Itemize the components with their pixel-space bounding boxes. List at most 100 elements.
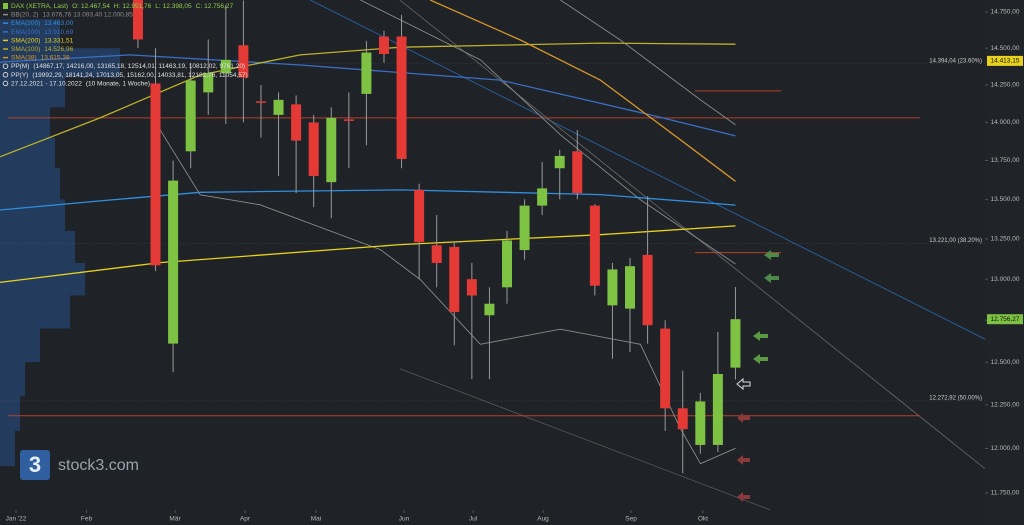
legend-text: 12.467,54 xyxy=(81,3,110,10)
price-label-box xyxy=(987,55,1023,66)
volume-profile-bar xyxy=(0,107,50,138)
candle-body xyxy=(414,189,425,243)
trendline xyxy=(399,0,985,470)
candle-body xyxy=(466,279,477,296)
x-tick-label: Mai xyxy=(311,516,321,523)
candle-body xyxy=(132,0,143,40)
legend-icon xyxy=(2,63,9,69)
x-tick-label: Mär xyxy=(169,516,181,523)
logo-box xyxy=(20,450,50,480)
arrow xyxy=(737,492,750,502)
candle-body xyxy=(730,319,741,368)
candle-body xyxy=(255,101,266,103)
candle-body xyxy=(361,52,372,94)
y-tick-label: 13.750,00 xyxy=(991,157,1020,164)
y-tick-label: 13.000,00 xyxy=(991,276,1020,283)
indicator-line xyxy=(0,189,736,211)
candle-body xyxy=(484,303,495,316)
candle-body xyxy=(572,151,583,194)
candle-body xyxy=(308,122,319,176)
legend-row: EMA(100) 13.910,69 xyxy=(11,29,74,36)
price-label-box xyxy=(987,314,1023,325)
legend-row: SMA(38) 13.615,38 xyxy=(11,54,70,61)
candle-body xyxy=(695,401,706,445)
indicator-line xyxy=(0,225,736,284)
volume-profile-bar xyxy=(0,137,55,169)
x-tick-label: Aug xyxy=(537,516,549,523)
candle-body xyxy=(273,99,284,115)
legend-row: 27.12.2021 - 17.10.2022 (10 Monate, 1 Woc… xyxy=(11,80,150,87)
volume-profile-bar xyxy=(0,430,15,467)
x-tick-label: Okt xyxy=(698,516,708,523)
candle-body xyxy=(378,36,389,55)
fib-label: 13.221,00 (38.20%) xyxy=(929,238,982,244)
y-tick-label: 13.250,00 xyxy=(991,236,1020,243)
price-label: 12.756,27 xyxy=(991,316,1020,323)
trendline xyxy=(310,0,985,340)
candle-body xyxy=(326,117,337,183)
legend-text: EMA(200) xyxy=(11,20,40,27)
y-tick-label: 12.000,00 xyxy=(991,445,1020,452)
y-tick-label: 12.500,00 xyxy=(991,359,1020,366)
legend-text: DAX (XETRA, Last) xyxy=(11,3,68,10)
candle-body xyxy=(554,155,565,169)
y-tick-label: 11.750,00 xyxy=(991,490,1020,497)
candle-body xyxy=(396,36,407,159)
candle-body xyxy=(607,269,618,306)
legend-text: (19992,29, 18141,24, 17013,05, 15162,00,… xyxy=(32,72,247,79)
candle-body xyxy=(625,266,636,309)
candle-body xyxy=(168,180,179,344)
y-tick-label: 14.500,00 xyxy=(991,45,1020,52)
arrow xyxy=(737,455,750,465)
x-tick-label: Jan '22 xyxy=(6,516,27,523)
legend: DAX (XETRA, Last) O: 12.467,54 H: 12.951,76 L… xyxy=(2,3,248,87)
legend-text: SMA(200) xyxy=(11,37,40,44)
legend-icon xyxy=(2,72,9,78)
logo-text: stock3.com xyxy=(58,457,139,474)
legend-row: SMA(100) 14.526,96 xyxy=(11,46,74,53)
candle-body xyxy=(343,119,354,121)
y-tick-label: 13.500,00 xyxy=(991,196,1020,203)
watermark: 3 stock3.com xyxy=(20,450,139,480)
legend-text: C: xyxy=(196,3,203,10)
legend-text: PP(M) xyxy=(11,63,29,70)
y-tick-label: 14.750,00 xyxy=(991,9,1020,16)
legend-text: 14.526,96 xyxy=(44,46,73,53)
volume-profile-bar xyxy=(0,48,120,78)
legend-text: (10 Monate, 1 Woche) xyxy=(86,80,150,87)
volume-profile-bar xyxy=(0,362,25,397)
legend-text: 12.398,05 xyxy=(163,3,192,10)
plot-area xyxy=(0,0,985,510)
legend-text: 13.331,51 xyxy=(44,37,73,44)
legend-row: PP(M) (14867,17, 14216,00, 13165,18, 1251… xyxy=(11,63,245,70)
candle-body xyxy=(501,240,512,288)
y-tick-label: 14.250,00 xyxy=(991,82,1020,89)
arrow xyxy=(753,331,768,341)
candle-body xyxy=(431,245,442,263)
volume-profile-bar xyxy=(0,396,20,431)
volume-profile-bar xyxy=(0,199,65,231)
volume-profile-bar xyxy=(0,295,70,329)
legend-text: PP(Y) xyxy=(11,72,28,79)
legend-text: (14867,17, 14216,00, 13165,18, 12514,01,… xyxy=(33,63,245,70)
indicator-line xyxy=(0,42,736,158)
indicator-line xyxy=(429,0,736,182)
legend-text: L: xyxy=(155,3,161,10)
volume-profile-bar xyxy=(0,19,60,49)
volume-profile-bar xyxy=(0,262,85,296)
bollinger-band xyxy=(560,0,736,126)
bollinger-band xyxy=(159,129,736,465)
candle-body xyxy=(238,45,249,78)
candle-body xyxy=(660,328,671,409)
bollinger-band xyxy=(360,0,736,265)
legend-text: SMA(38) xyxy=(11,54,37,61)
legend-text: 13.463,00 xyxy=(44,20,73,27)
arrow xyxy=(764,250,779,260)
candle-body xyxy=(589,205,600,286)
candle-body xyxy=(537,188,548,206)
legend-row: SMA(200) 13.331,51 xyxy=(11,37,74,44)
logo-icon: 3 xyxy=(29,452,41,477)
candle-body xyxy=(150,83,161,266)
price-axis-panel xyxy=(985,0,1024,525)
